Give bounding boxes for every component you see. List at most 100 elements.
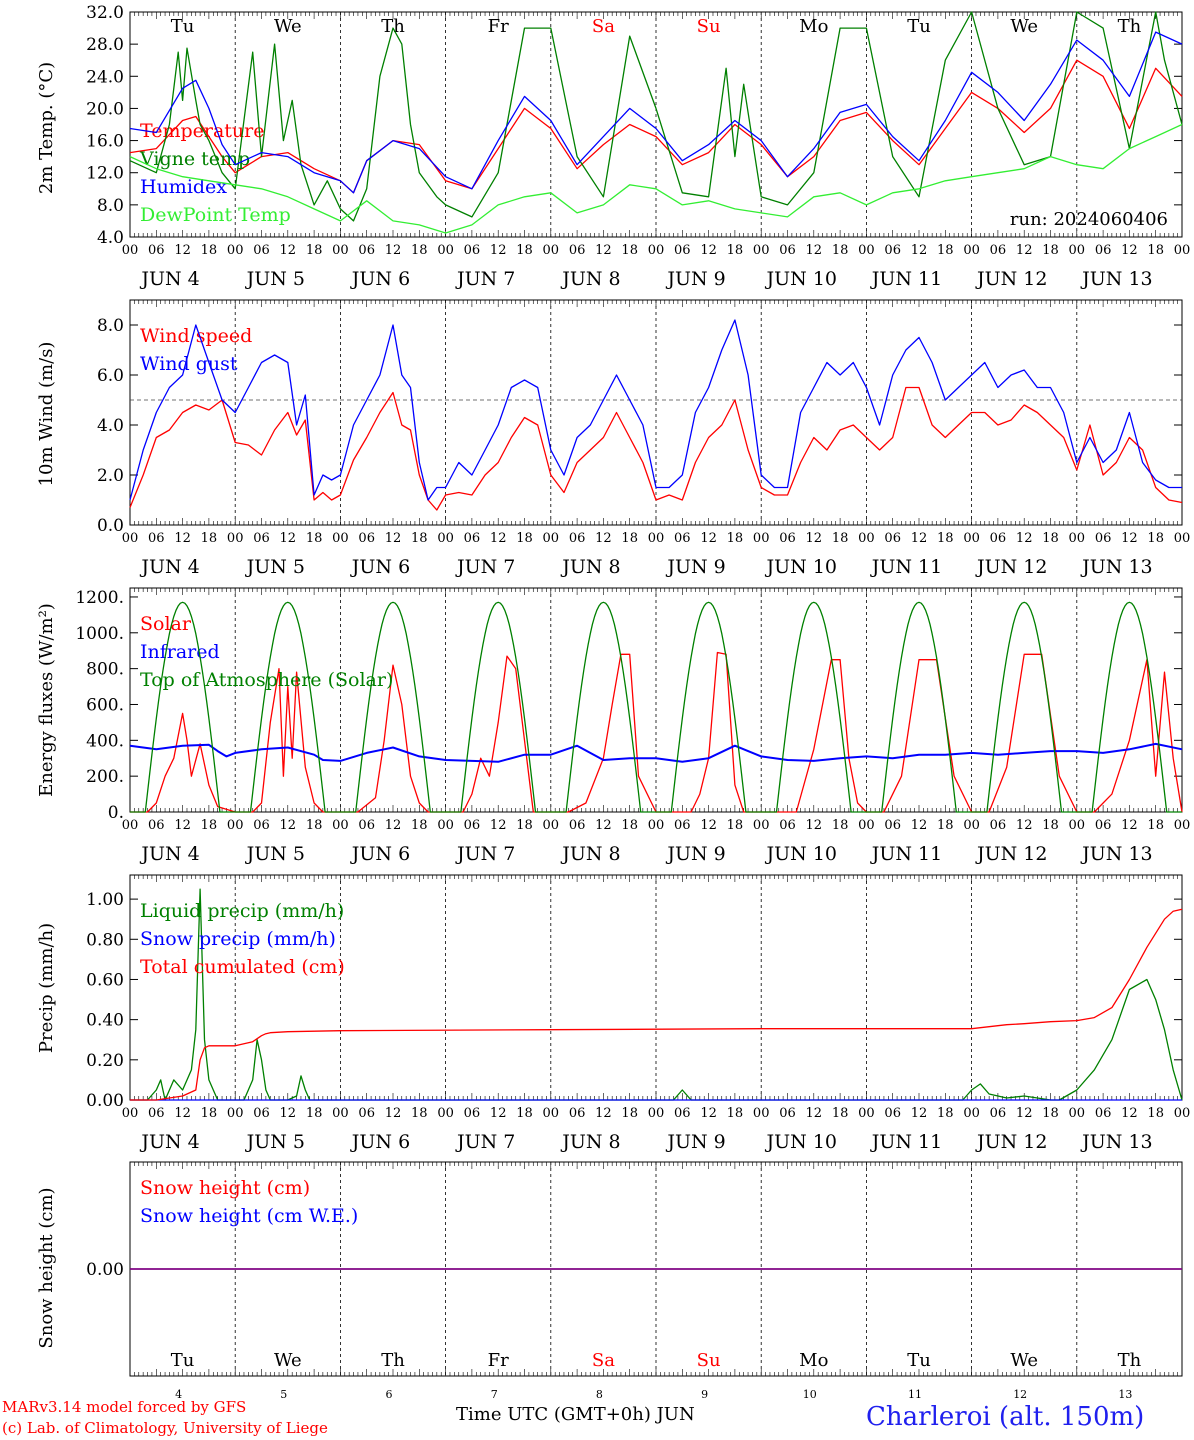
date-label: JUN 11: [870, 843, 942, 865]
series-line-solar: [130, 651, 1183, 813]
hour-label: 12: [1121, 243, 1138, 258]
hour-label: 18: [1147, 818, 1164, 833]
y-tick-label: 24.0: [86, 67, 124, 87]
hour-label: 18: [621, 1106, 638, 1121]
hour-label: 06: [884, 1106, 901, 1121]
date-label: JUN 9: [665, 556, 725, 578]
hour-label: 00: [753, 818, 770, 833]
date-label: JUN 4: [139, 843, 199, 865]
series-line-wind-gust: [129, 319, 1182, 501]
panel-frame: [129, 587, 1183, 813]
hour-label: 18: [727, 1106, 744, 1121]
hour-label: 18: [937, 243, 954, 258]
legend-entry: Wind speed: [140, 325, 252, 347]
hour-label: 00: [1174, 531, 1191, 546]
hour-label: 12: [280, 531, 297, 546]
hour-label: 12: [806, 818, 823, 833]
hour-label: 18: [937, 818, 954, 833]
y-tick-label: 1000.: [75, 624, 124, 644]
hour-label: 18: [621, 818, 638, 833]
hour-label: 12: [911, 818, 928, 833]
hour-label: 18: [516, 818, 533, 833]
date-label: JUN 8: [560, 843, 620, 865]
hour-label: 00: [753, 1106, 770, 1121]
hour-label: 06: [1095, 1106, 1112, 1121]
y-tick-label: 4.0: [97, 228, 124, 248]
hour-label: 18: [1147, 1106, 1164, 1121]
y-tick-label: 2.0: [97, 466, 124, 486]
series-line-liquid-precip-mm-h-: [130, 888, 1183, 1101]
hour-label: 00: [753, 531, 770, 546]
legend-entry: Total cumulated (cm): [140, 956, 345, 978]
date-label: JUN 6: [350, 1131, 410, 1153]
day-label: Th: [1118, 1350, 1142, 1371]
hour-label: 12: [385, 243, 402, 258]
date-label: JUN 13: [1080, 268, 1152, 290]
hour-label: 12: [911, 1106, 928, 1121]
panel-1: 4.0 8.0 12.0 16.0 20.0 24.0 28.0 32.0 2m Temp. (…: [36, 3, 1190, 290]
bottom-day-number: 8: [596, 1388, 603, 1401]
y-tick-label: 0.00: [86, 1091, 124, 1111]
run-label: run: 2024060406: [1010, 209, 1168, 230]
y-tick-label: 8.0: [97, 316, 124, 336]
hour-label: 18: [411, 818, 428, 833]
hour-label: 00: [543, 1106, 560, 1121]
y-tick-label: 20.0: [86, 99, 124, 119]
bottom-day-number: 12: [1013, 1388, 1027, 1401]
x-axis-title: Time UTC (GMT+0h) JUN: [456, 1404, 695, 1425]
hour-label: 00: [858, 531, 875, 546]
date-label: JUN 6: [350, 843, 410, 865]
date-label: JUN 9: [665, 1131, 725, 1153]
hour-label: 12: [595, 1106, 612, 1121]
day-label: Su: [697, 1350, 721, 1371]
y-tick-label: 0.40: [86, 1011, 124, 1031]
date-label: JUN 12: [975, 843, 1047, 865]
date-label: JUN 5: [245, 556, 305, 578]
hour-label: 18: [937, 531, 954, 546]
hour-label: 12: [1016, 531, 1033, 546]
y-tick-label: 16.0: [86, 132, 124, 152]
hour-label: 00: [122, 531, 139, 546]
bottom-day-number: 10: [803, 1388, 817, 1401]
hour-label: 12: [280, 243, 297, 258]
hour-label: 18: [411, 531, 428, 546]
hour-label: 18: [306, 243, 323, 258]
hour-label: 12: [700, 818, 717, 833]
legend-entry: Temperature: [140, 120, 264, 142]
hour-label: 00: [227, 243, 244, 258]
y-axis-label: 10m Wind (m/s): [36, 342, 57, 487]
hour-label: 12: [700, 531, 717, 546]
hour-label: 18: [201, 1106, 218, 1121]
hour-label: 00: [122, 818, 139, 833]
y-tick-label: 600.: [86, 695, 124, 715]
hour-label: 12: [595, 818, 612, 833]
hour-label: 00: [648, 243, 665, 258]
day-label: Fr: [488, 1350, 509, 1371]
series-line-temperature: [129, 59, 1183, 194]
hour-label: 00: [1174, 1106, 1191, 1121]
hour-label: 00: [227, 818, 244, 833]
day-label: Th: [381, 1350, 405, 1371]
date-label: JUN 9: [665, 843, 725, 865]
bottom-day-number: 5: [280, 1388, 287, 1401]
hour-label: 06: [569, 1106, 586, 1121]
bottom-day-number: 7: [491, 1388, 498, 1401]
hour-label: 00: [332, 1106, 349, 1121]
hour-label: 18: [621, 243, 638, 258]
bottom-day-number: 6: [386, 1388, 393, 1401]
hour-label: 12: [595, 531, 612, 546]
y-axis-label: Precip (mm/h): [36, 923, 57, 1053]
series-line-humidex: [129, 31, 1183, 194]
hour-label: 12: [490, 531, 507, 546]
legend-entry: DewPoint Temp: [140, 204, 291, 226]
hour-label: 18: [937, 1106, 954, 1121]
hour-label: 18: [306, 818, 323, 833]
date-label: JUN 12: [975, 556, 1047, 578]
hour-label: 18: [516, 1106, 533, 1121]
hour-label: 00: [1069, 243, 1086, 258]
hour-label: 00: [1174, 243, 1191, 258]
hour-label: 06: [990, 818, 1007, 833]
hour-label: 06: [779, 243, 796, 258]
hour-label: 12: [174, 818, 191, 833]
hour-label: 18: [727, 531, 744, 546]
